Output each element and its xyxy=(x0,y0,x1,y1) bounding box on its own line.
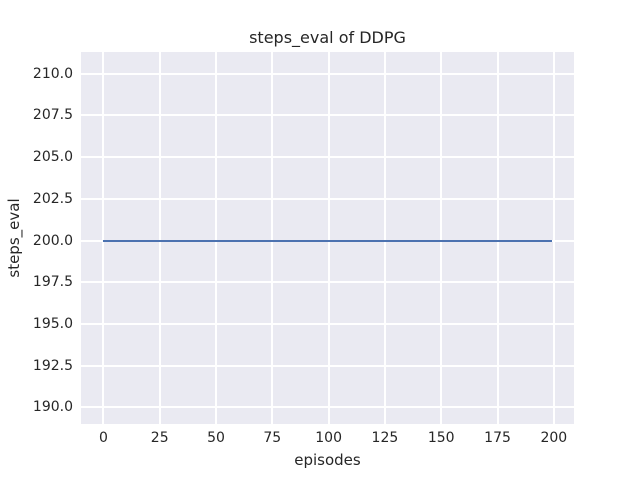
y-tick-label: 210.0 xyxy=(32,65,73,82)
x-tick-label: 0 xyxy=(98,430,108,446)
gridline-vertical xyxy=(102,52,105,424)
y-tick-label: 200.0 xyxy=(32,232,73,249)
chart-title: steps_eval of DDPG xyxy=(249,28,406,47)
gridline-horizontal xyxy=(81,72,574,75)
x-tick-label: 100 xyxy=(315,430,342,446)
y-tick-label: 190.0 xyxy=(32,399,73,416)
data-line-ddpg xyxy=(103,239,552,242)
y-tick-label: 207.5 xyxy=(32,107,73,124)
y-tick-label: 202.5 xyxy=(32,190,73,207)
x-tick-label: 50 xyxy=(207,430,225,446)
gridline-horizontal xyxy=(81,197,574,200)
y-tick-label: 205.0 xyxy=(32,149,73,166)
gridline-vertical xyxy=(496,52,499,424)
x-tick-label: 75 xyxy=(263,430,282,446)
gridline-vertical xyxy=(552,52,555,424)
gridline-horizontal xyxy=(81,114,574,117)
x-tick-label: 200 xyxy=(540,430,568,446)
gridline-horizontal xyxy=(81,322,574,325)
gridline-horizontal xyxy=(81,281,574,284)
gridline-vertical xyxy=(440,52,443,424)
x-axis-label: episodes xyxy=(294,451,361,469)
gridline-vertical xyxy=(327,52,330,424)
gridline-horizontal xyxy=(81,406,574,409)
x-tick-label: 125 xyxy=(371,430,399,446)
gridline-horizontal xyxy=(81,364,574,367)
x-tick-label: 25 xyxy=(150,430,169,446)
gridline-vertical xyxy=(158,52,161,424)
plot-area xyxy=(81,52,574,424)
gridline-vertical xyxy=(215,52,218,424)
gridline-horizontal xyxy=(81,156,574,159)
y-tick-label: 197.5 xyxy=(32,274,73,291)
y-tick-label: 192.5 xyxy=(32,357,73,374)
gridline-vertical xyxy=(271,52,274,424)
plot-background xyxy=(81,52,574,424)
x-tick-label: 150 xyxy=(427,430,455,446)
y-tick-label: 195.0 xyxy=(32,315,73,332)
y-axis-label: steps_eval xyxy=(5,198,23,278)
gridline-vertical xyxy=(383,52,386,424)
x-tick-label: 175 xyxy=(484,430,511,446)
